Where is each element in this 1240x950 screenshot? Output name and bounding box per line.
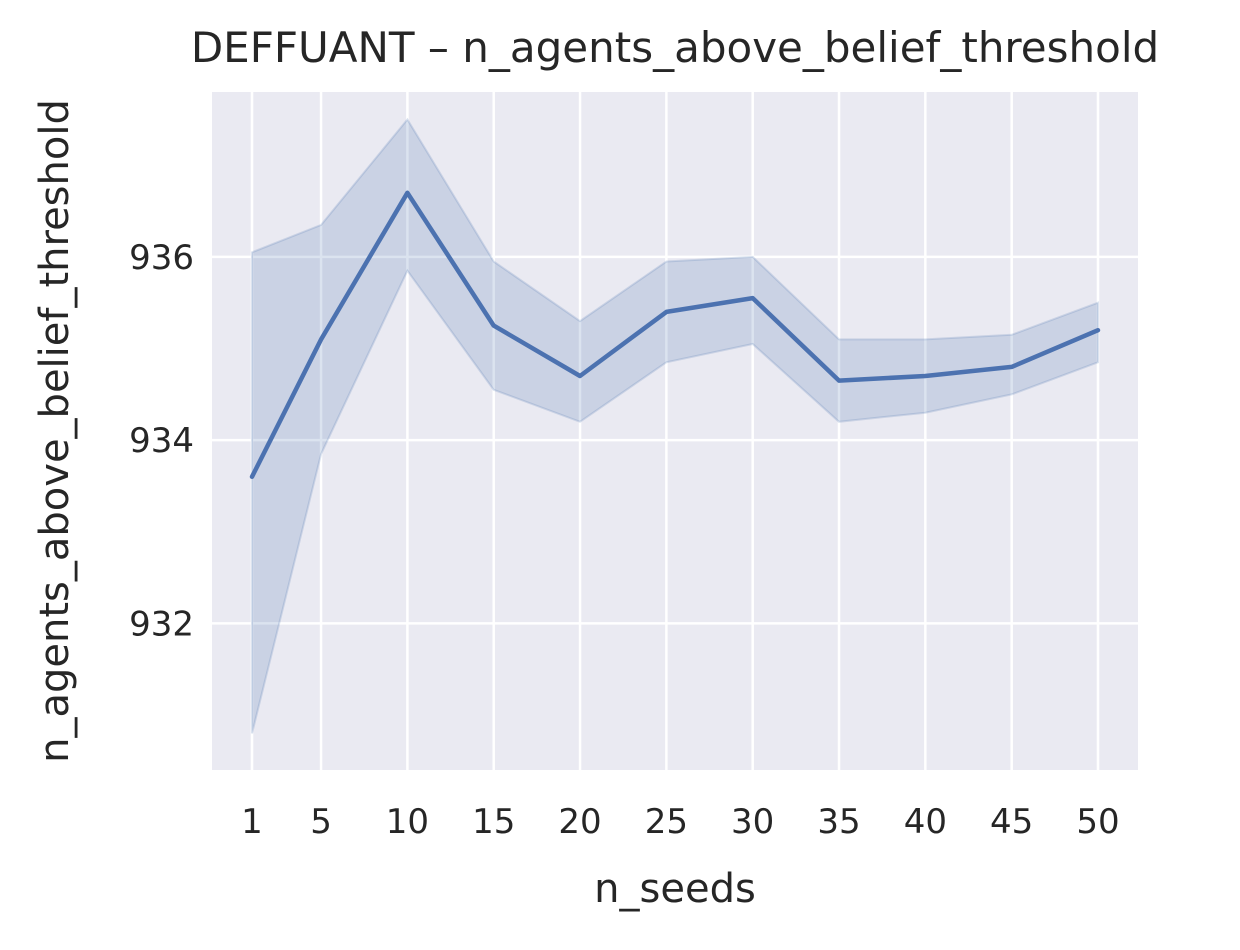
series-line xyxy=(249,190,1101,480)
x-tick-label: 25 xyxy=(645,802,688,842)
y-tick-label: 934 xyxy=(129,421,194,461)
chart-title: DEFFUANT – n_agents_above_belief_thresho… xyxy=(191,23,1159,72)
x-tick-label: 15 xyxy=(472,802,515,842)
confidence-band xyxy=(251,117,1099,734)
plot-background xyxy=(212,92,1138,770)
x-tick-label: 45 xyxy=(990,802,1033,842)
y-tick-labels: 932 934 936 xyxy=(129,238,194,644)
y-axis-label: n_agents_above_belief_threshold xyxy=(32,99,78,763)
y-gridlines xyxy=(212,255,1138,625)
x-axis-label: n_seeds xyxy=(594,866,756,912)
x-tick-label: 40 xyxy=(904,802,947,842)
x-tick-label: 20 xyxy=(558,802,601,842)
x-tick-label: 35 xyxy=(817,802,860,842)
x-tick-label: 5 xyxy=(310,802,332,842)
x-tick-label: 10 xyxy=(386,802,429,842)
x-gridlines xyxy=(250,92,1100,770)
x-tick-label: 1 xyxy=(241,802,263,842)
x-tick-labels: 1 5 10 15 20 25 30 35 40 45 50 xyxy=(241,802,1119,842)
x-tick-label: 50 xyxy=(1076,802,1119,842)
x-tick-label: 30 xyxy=(731,802,774,842)
y-tick-label: 936 xyxy=(129,238,194,278)
y-tick-label: 932 xyxy=(129,604,194,644)
